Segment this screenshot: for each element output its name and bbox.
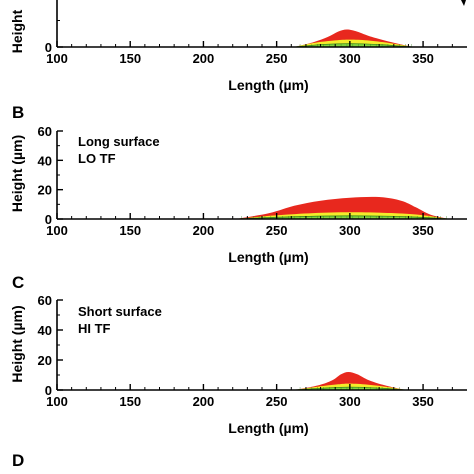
- x-tick-label: 200: [193, 223, 215, 238]
- x-tick-label: 250: [266, 223, 288, 238]
- annotation: LO TF: [78, 151, 116, 166]
- cropped-marker: [461, 0, 466, 6]
- x-tick-label: 350: [412, 223, 434, 238]
- y-tick-label: 0: [45, 40, 52, 55]
- y-tick-label: 60: [38, 293, 52, 308]
- x-axis-title: Length (µm): [228, 249, 308, 265]
- x-tick-label: 350: [412, 51, 434, 66]
- y-tick-label: 20: [38, 353, 52, 368]
- x-axis-title: Length (µm): [228, 420, 308, 436]
- x-axis-title: Length (µm): [228, 77, 308, 93]
- y-tick-label: 40: [38, 153, 52, 168]
- x-tick-label: 150: [119, 394, 141, 409]
- y-tick-label: 0: [45, 212, 52, 227]
- x-tick-label: 200: [193, 51, 215, 66]
- y-axis-title: Height: [9, 9, 25, 53]
- x-tick-label: 300: [339, 51, 361, 66]
- x-tick-label: 100: [46, 223, 68, 238]
- x-tick-label: 100: [46, 394, 68, 409]
- x-tick-label: 350: [412, 394, 434, 409]
- y-tick-label: 60: [38, 124, 52, 139]
- x-tick-label: 250: [266, 51, 288, 66]
- annotation: Long surface: [78, 134, 160, 149]
- x-tick-label: 150: [119, 51, 141, 66]
- x-tick-label: 100: [46, 51, 68, 66]
- y-axis-title: Height (µm): [9, 135, 25, 212]
- annotation: HI TF: [78, 321, 111, 336]
- y-tick-label: 20: [38, 183, 52, 198]
- plot-area: [235, 196, 450, 220]
- panel-letter-d: D: [12, 451, 24, 470]
- x-tick-label: 300: [339, 223, 361, 238]
- y-tick-label: 40: [38, 323, 52, 338]
- panel-letter: C: [12, 273, 24, 292]
- chart-panel-3: 100 150 200 250 300 350 0 20 40 60 Length (µm) Heig…: [9, 273, 467, 436]
- chart-panel-1: 100 150 200 250 300 350 0 20 Length (µm) Height: [9, 0, 467, 93]
- x-tick-label: 150: [119, 223, 141, 238]
- chart-panel-2: 100 150 200 250 300 350 0 20 40 60 Length (µm) Heig…: [9, 103, 467, 265]
- y-tick-label: 20: [38, 0, 52, 2]
- plot-area: [294, 29, 413, 48]
- y-tick-label: 0: [45, 383, 52, 398]
- area-layer-red: [294, 372, 406, 390]
- annotation: Short surface: [78, 304, 162, 319]
- x-tick-label: 200: [193, 394, 215, 409]
- panel-letter: B: [12, 103, 24, 122]
- x-tick-label: 250: [266, 394, 288, 409]
- y-axis-title: Height (µm): [9, 305, 25, 382]
- x-tick-label: 300: [339, 394, 361, 409]
